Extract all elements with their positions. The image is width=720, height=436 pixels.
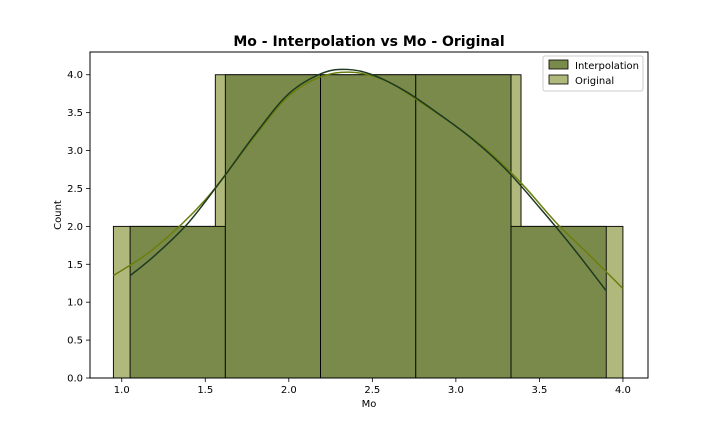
x-tick-label-4: 3.0 <box>448 385 464 396</box>
y-tick-label-8: 4.0 <box>67 70 83 81</box>
x-tick-label-2: 2.0 <box>281 385 297 396</box>
x-tick-label-3: 2.5 <box>364 385 380 396</box>
y-tick-label-7: 3.5 <box>67 108 83 119</box>
kde-line-interpolation <box>129 68 607 292</box>
plot-frame <box>89 51 649 379</box>
y-tick-label-0: 0.0 <box>67 374 83 385</box>
x-axis: 1.0 1.5 2.0 2.5 3.0 3.5 4.0 <box>114 378 631 396</box>
bars-layer <box>112 74 624 379</box>
legend-label-interpolation: Interpolation <box>575 61 639 72</box>
x-tick-label-5: 3.5 <box>531 385 547 396</box>
bar-interpolation-0 <box>129 225 226 379</box>
chart-title: Mo - Interpolation vs Mo - Original <box>233 34 504 50</box>
y-tick-label-2: 1.0 <box>67 298 83 309</box>
bar-interpolation-4 <box>510 225 607 379</box>
kde-layer <box>112 68 624 292</box>
bar-interpolation-2 <box>320 74 417 379</box>
y-tick-label-6: 3.0 <box>67 146 83 157</box>
legend-swatch-interpolation <box>548 59 569 70</box>
y-tick-label-5: 2.5 <box>67 184 83 195</box>
y-tick-label-4: 2.0 <box>67 222 83 233</box>
legend-label-original: Original <box>575 76 614 87</box>
x-tick-label-6: 4.0 <box>615 385 631 396</box>
x-tick-label-0: 1.0 <box>114 385 130 396</box>
y-axis-label: Count <box>53 200 64 230</box>
y-axis: 0.0 0.5 1.0 1.5 2.0 2.5 3.0 3.5 4.0 <box>67 70 90 385</box>
y-tick-label-1: 0.5 <box>67 336 83 347</box>
x-axis-label: Mo <box>362 399 377 410</box>
bar-interpolation-1 <box>224 74 322 379</box>
legend: Interpolation Original <box>542 55 644 92</box>
x-tick-label-1: 1.5 <box>197 385 213 396</box>
bar-interpolation-3 <box>415 74 512 379</box>
y-tick-label-3: 1.5 <box>67 260 83 271</box>
legend-swatch-original <box>548 74 569 85</box>
